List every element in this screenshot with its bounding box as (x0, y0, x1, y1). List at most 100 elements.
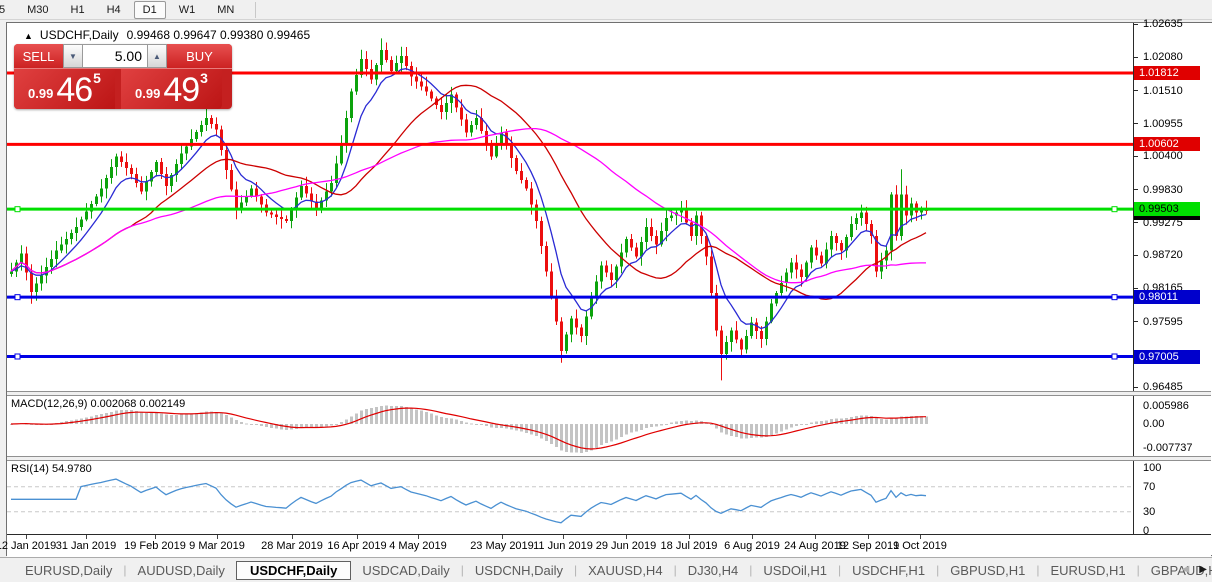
candlestick-chart[interactable] (7, 23, 1133, 391)
macd-histogram-bar (295, 424, 298, 430)
candle-body (125, 162, 128, 169)
macd-histogram-bar (170, 414, 173, 424)
chart-tab-audusd-daily[interactable]: AUDUSD,Daily (137, 562, 225, 578)
rsi-pane[interactable]: RSI(14) 54.9780 (7, 461, 1133, 534)
macd-histogram-bar (870, 415, 873, 424)
chart-tab-dj30-h4[interactable]: DJ30,H4 (687, 562, 739, 578)
candle-body (390, 60, 393, 71)
chart-tab-usdcnh-daily[interactable]: USDCNH,Daily (474, 562, 564, 578)
macd-histogram-bar (305, 424, 308, 428)
date-tick-mark (626, 535, 627, 539)
candle-body (750, 322, 753, 337)
tab-scroll-right-icon[interactable]: ▶ (1199, 564, 1207, 575)
chart-tab-eurusd-h1[interactable]: EURUSD,H1 (1050, 562, 1126, 578)
macd-histogram-bar (900, 416, 903, 424)
buy-button[interactable]: BUY (167, 44, 232, 68)
chart-tab-usdoil-h1[interactable]: USDOil,H1 (763, 562, 827, 578)
volume-increase-button[interactable]: ▲ (147, 44, 167, 68)
line-handle[interactable] (14, 353, 21, 360)
candle-body (315, 201, 318, 210)
candle-body (875, 235, 878, 272)
chart-tab-xauusd-h4[interactable]: XAUUSD,H4 (588, 562, 663, 578)
tab-scroll-left-icon[interactable]: ◀ (1181, 564, 1190, 575)
macd-histogram-bar (685, 420, 688, 424)
volume-decrease-button[interactable]: ▼ (63, 44, 83, 68)
tab-separator: | (936, 563, 940, 577)
moving-average-line-8[interactable] (10, 68, 927, 330)
chart-tab-usdchf-h1[interactable]: USDCHF,H1 (852, 562, 926, 578)
candle-body (40, 275, 43, 284)
collapse-trade-panel-icon[interactable]: ▲ (24, 31, 33, 41)
candle-body (760, 330, 763, 340)
timeframe-button-h4[interactable]: H4 (106, 3, 121, 16)
macd-histogram-bar (370, 408, 373, 424)
line-handle[interactable] (1111, 353, 1118, 360)
macd-histogram-bar (490, 424, 493, 428)
macd-histogram-bar (805, 423, 808, 425)
candle-body (35, 283, 38, 292)
candle-body (515, 158, 518, 172)
line-handle[interactable] (1111, 294, 1118, 301)
moving-average-line-25[interactable] (10, 84, 927, 301)
candle-body (475, 117, 478, 126)
chart-tab-gbpaud-h1[interactable]: GBPAUD,H1 (1150, 562, 1212, 578)
macd-histogram-bar (905, 416, 908, 424)
rsi-chart[interactable] (7, 461, 1133, 534)
chart-tab-gbpusd-h1[interactable]: GBPUSD,H1 (950, 562, 1026, 578)
candle-body (480, 117, 483, 131)
date-tick-mark (26, 535, 27, 539)
candle-body (780, 283, 783, 294)
buy-price-display[interactable]: 0.99 49 3 (118, 69, 222, 109)
macd-histogram-bar (270, 424, 273, 428)
date-tick-label: 24 Aug 2019 (784, 540, 846, 552)
candle-body (325, 191, 328, 201)
timeframe-button-5[interactable]: 5 (0, 3, 6, 16)
candle-body (540, 221, 543, 246)
macd-histogram-bar (500, 424, 503, 429)
macd-chart[interactable] (7, 396, 1133, 456)
line-handle[interactable] (14, 294, 21, 301)
moving-average-line-50[interactable] (10, 127, 926, 284)
line-handle[interactable] (14, 206, 21, 213)
timeframe-button-d1[interactable]: D1 (133, 0, 166, 19)
pane-splitter[interactable] (7, 456, 1211, 461)
timeframe-button-m30[interactable]: M30 (27, 3, 49, 16)
timeframe-button-h1[interactable]: H1 (70, 3, 85, 16)
candle-body (285, 218, 288, 222)
candle-body (415, 76, 418, 82)
sell-button[interactable]: SELL (14, 44, 63, 68)
macd-histogram-bar (110, 411, 113, 424)
macd-histogram-bar (780, 424, 783, 432)
macd-histogram-bar (380, 405, 383, 424)
date-axis[interactable]: 12 Jan 2019 31 Jan 2019 19 Feb 2019 9 Mar 2… (0, 534, 1211, 557)
candle-body (690, 222, 693, 236)
candle-body (850, 224, 853, 238)
main-chart-pane[interactable]: ▲ USDCHF,Daily 0.99468 0.99647 0.99380 0.9… (7, 23, 1133, 391)
macd-histogram-bar (220, 413, 223, 424)
date-tick-label: 12 Jan 2019 (0, 540, 57, 552)
chart-tab-usdcad-daily[interactable]: USDCAD,Daily (362, 562, 450, 578)
sell-price-display[interactable]: 0.99 46 5 (14, 69, 118, 109)
candle-body (230, 169, 233, 190)
pane-splitter[interactable] (7, 391, 1211, 396)
price-axis[interactable]: 1.02635 1.02080 1.01510 1.00955 1.00400 0.998… (1133, 18, 1211, 537)
candle-body (900, 194, 903, 236)
candle-body (630, 238, 633, 248)
volume-input[interactable]: 5.00 (83, 44, 147, 68)
candle-body (555, 296, 558, 322)
macd-histogram-bar (395, 406, 398, 424)
candle-body (800, 269, 803, 278)
macd-histogram-bar (430, 413, 433, 424)
chart-tab-eurusd-daily[interactable]: EURUSD,Daily (25, 562, 113, 578)
macd-histogram-bar (250, 424, 253, 425)
macd-pane[interactable]: MACD(12,26,9) 0.002068 0.002149 (7, 396, 1133, 456)
price-tick-label: 1.02080 (1143, 51, 1183, 64)
candle-body (310, 193, 313, 202)
timeframe-button-mn[interactable]: MN (217, 3, 235, 16)
macd-histogram-bar (890, 417, 893, 424)
timeframe-button-w1[interactable]: W1 (178, 3, 196, 16)
line-handle[interactable] (1111, 206, 1118, 213)
candle-body (825, 249, 828, 264)
price-tick-mark (1134, 189, 1138, 191)
chart-tab-usdchf-daily[interactable]: USDCHF,Daily (235, 560, 352, 580)
